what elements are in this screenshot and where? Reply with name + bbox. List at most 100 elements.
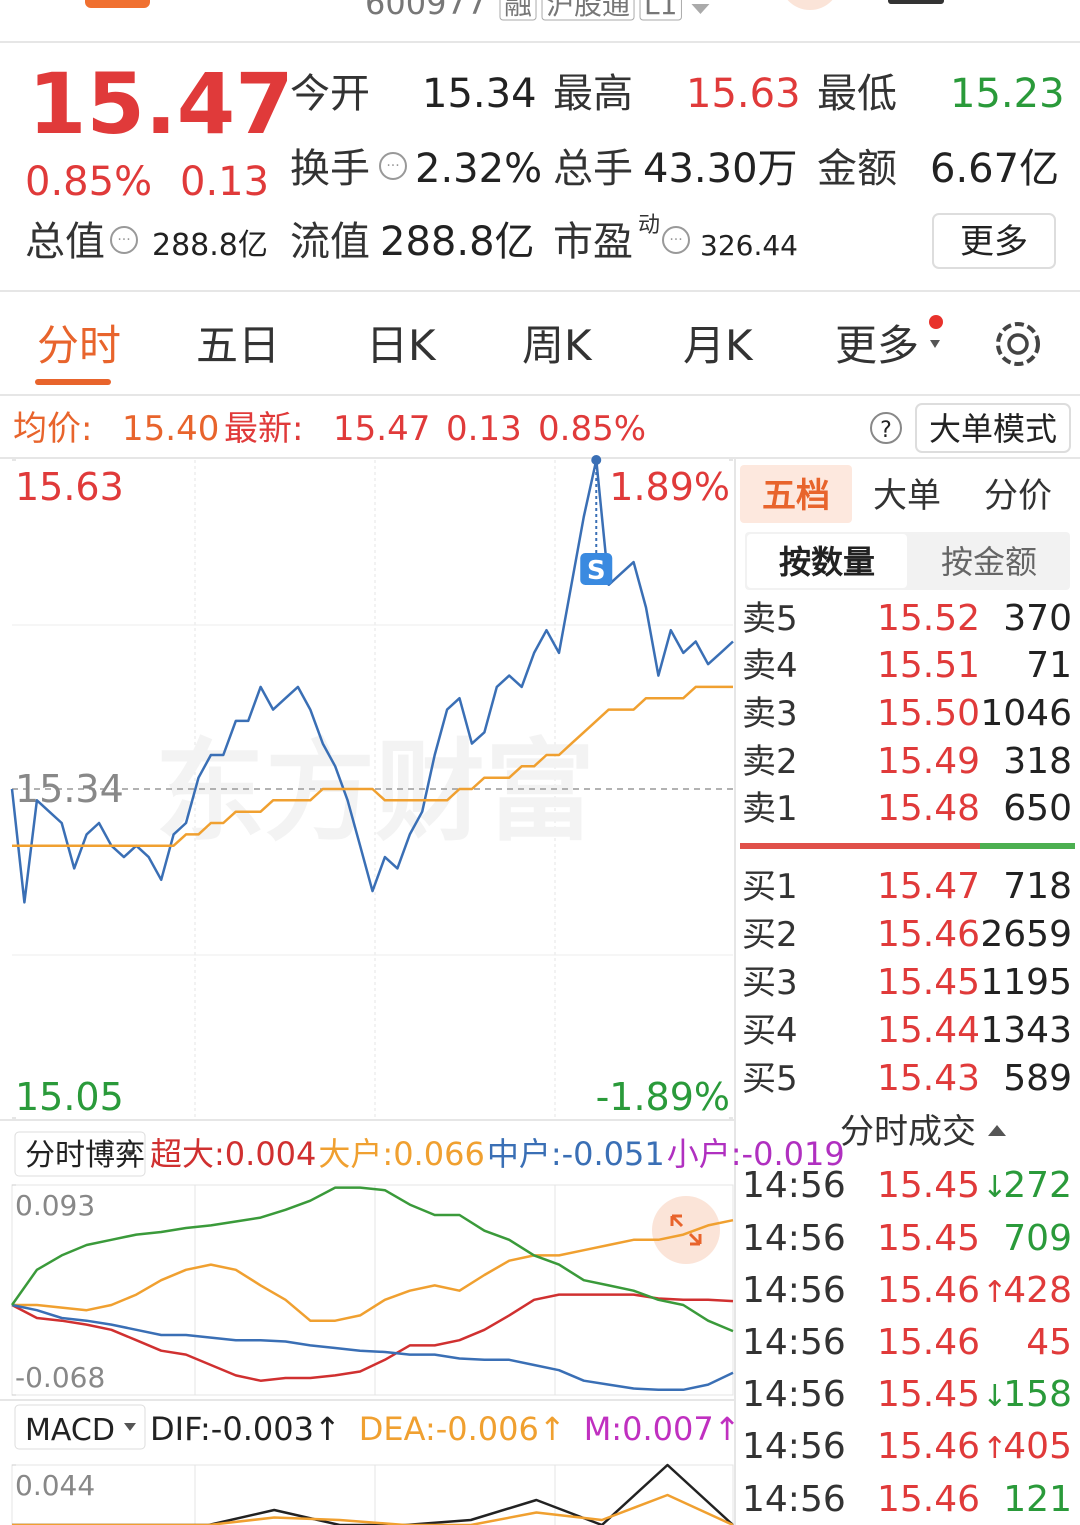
y-tick-label: 15.34 xyxy=(15,767,124,811)
level-price: 15.52 xyxy=(877,598,980,639)
trades-title: 分时成交 xyxy=(840,1112,976,1152)
trade-price: 15.46 xyxy=(877,1270,980,1311)
book-tab[interactable]: 分价 xyxy=(984,476,1052,516)
info-change-pct: 0.85% xyxy=(538,409,646,449)
indicator-selector[interactable]: MACD xyxy=(25,1413,115,1448)
chart-tab[interactable]: 日K xyxy=(366,321,437,370)
info-dots: ··· xyxy=(669,232,682,248)
level-price: 15.43 xyxy=(877,1058,980,1099)
more-button-label[interactable]: 更多 xyxy=(960,222,1028,262)
mode-button-label[interactable]: 大单模式 xyxy=(929,410,1057,448)
level-volume: 650 xyxy=(1003,788,1072,829)
indicator-selector[interactable]: 分时博弈 xyxy=(25,1138,145,1173)
trade-volume: 405 xyxy=(1003,1426,1072,1467)
chart-tab[interactable]: 月K xyxy=(683,321,754,370)
legend-entry: DEA:-0.006↑ xyxy=(359,1410,566,1448)
trade-time: 14:56 xyxy=(742,1270,846,1311)
field-label: 市盈 xyxy=(553,219,633,265)
level-price: 15.51 xyxy=(877,645,980,686)
field-value: 2.32% xyxy=(415,146,542,192)
level-volume: 718 xyxy=(1003,866,1072,907)
trade-volume: 158 xyxy=(1003,1374,1072,1415)
trade-time: 14:56 xyxy=(742,1322,846,1363)
series-line xyxy=(10,458,734,904)
level-volume: 71 xyxy=(1026,645,1072,686)
book-tab[interactable]: 五档 xyxy=(762,476,830,516)
field-label: 今开 xyxy=(290,71,370,117)
change: 0.13 xyxy=(180,159,269,205)
panel-frame xyxy=(11,1464,734,1525)
trade-volume: 121 xyxy=(1003,1479,1072,1520)
trade-volume: 45 xyxy=(1026,1322,1072,1363)
stock-tag: 沪股通 xyxy=(546,0,630,21)
chart-tab[interactable]: 更多 xyxy=(835,321,919,370)
settings-icon[interactable] xyxy=(996,322,1040,366)
field-value: 6.67亿 xyxy=(930,146,1059,192)
help-glyph: ? xyxy=(880,418,892,443)
info-icon[interactable] xyxy=(662,226,690,254)
field-value: 15.34 xyxy=(422,71,537,117)
trade-direction: ↑ xyxy=(982,1275,1007,1310)
field-value: 43.30万 xyxy=(643,146,798,192)
level-label: 买3 xyxy=(742,963,798,1003)
last-price: 15.47 xyxy=(28,55,294,153)
selector-box[interactable] xyxy=(14,1404,146,1450)
book-tab[interactable]: 大单 xyxy=(873,476,941,516)
expand-button[interactable] xyxy=(652,1196,720,1264)
chart-tab[interactable]: 分时 xyxy=(37,321,121,370)
subtab-active[interactable] xyxy=(747,534,907,588)
more-button[interactable] xyxy=(932,213,1056,269)
y-tick-label: 15.05 xyxy=(15,1075,124,1119)
trade-time: 14:56 xyxy=(742,1426,846,1467)
level-price: 15.48 xyxy=(877,788,980,829)
level-label: 买1 xyxy=(742,867,798,907)
stock-code: 600977 xyxy=(365,0,487,22)
level-volume: 370 xyxy=(1003,598,1072,639)
trade-time: 14:56 xyxy=(742,1218,846,1259)
top-button[interactable] xyxy=(85,0,150,8)
book-subtab[interactable]: 按数量 xyxy=(779,543,875,581)
trade-direction: ↓ xyxy=(982,1379,1007,1414)
series-line xyxy=(11,1293,734,1382)
stock-tag: 融 xyxy=(504,0,532,21)
gear-hole xyxy=(1007,333,1029,355)
book-subtab[interactable]: 按金额 xyxy=(941,543,1037,581)
trade-time: 14:56 xyxy=(742,1479,846,1520)
info-icon[interactable] xyxy=(110,226,138,254)
panel-frame xyxy=(11,1184,734,1396)
mode-button[interactable] xyxy=(915,403,1071,453)
level-label: 买4 xyxy=(742,1011,798,1051)
level-label: 卖3 xyxy=(742,694,798,734)
field-label: 换手 xyxy=(290,146,370,192)
expand-icon xyxy=(670,1214,702,1246)
info-avg-label: 均价: xyxy=(13,409,92,449)
chart-tab[interactable]: 五日 xyxy=(196,321,280,370)
series-line xyxy=(12,685,733,847)
series-line xyxy=(10,1186,734,1333)
dropdown-arrow xyxy=(124,1423,136,1431)
field-value: 15.23 xyxy=(950,71,1065,117)
level-volume: 1046 xyxy=(980,693,1072,734)
avatar xyxy=(787,0,833,10)
trade-price: 15.45 xyxy=(877,1165,980,1206)
info-icon[interactable] xyxy=(379,152,407,180)
red-dot xyxy=(929,315,943,329)
field-label: 最低 xyxy=(817,71,897,117)
dropdown-arrow xyxy=(691,4,710,14)
help-icon[interactable] xyxy=(870,412,902,444)
trade-volume: 709 xyxy=(1003,1218,1072,1259)
level-volume: 1343 xyxy=(980,1010,1072,1051)
y2-tick-label: 1.89% xyxy=(609,465,730,509)
tag-box xyxy=(499,0,537,21)
selector-box[interactable] xyxy=(14,1131,146,1177)
legend-entry: 大户:0.066 xyxy=(318,1135,484,1173)
trade-time: 14:56 xyxy=(742,1165,846,1206)
dropdown-arrow xyxy=(124,1150,136,1158)
trade-volume: 272 xyxy=(1003,1165,1072,1206)
trade-price: 15.46 xyxy=(877,1426,980,1467)
level-price: 15.44 xyxy=(877,1010,980,1051)
chart-tab[interactable]: 周K xyxy=(522,321,593,370)
series-line xyxy=(12,1463,734,1525)
top-icon xyxy=(888,0,944,4)
y-tick-label: 15.63 xyxy=(15,465,124,509)
